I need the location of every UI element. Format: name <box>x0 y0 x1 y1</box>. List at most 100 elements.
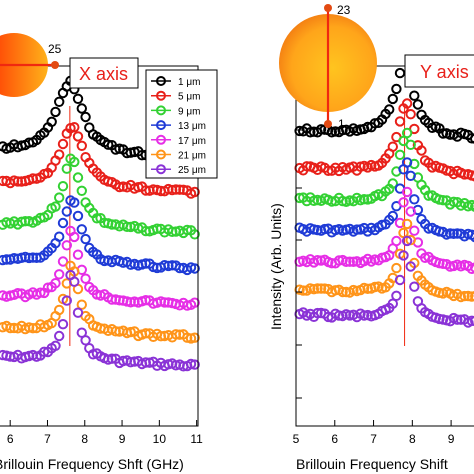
right-data-point <box>459 169 470 180</box>
left-data-point <box>57 138 69 150</box>
right-marker-top-label: 23 <box>337 3 351 17</box>
left-data-point <box>50 340 61 351</box>
right-x-tick-label: 9 <box>448 432 455 446</box>
left-data-point <box>50 201 61 212</box>
legend-entry-label: 13 μm <box>178 121 206 132</box>
right-x-tick-label: 8 <box>409 432 416 446</box>
left-data-point <box>69 156 80 168</box>
right-x-axis-label: Brillouin Frequency Shift <box>296 456 448 472</box>
left-data-point <box>80 111 91 123</box>
right-chart-panel: 5 6 7 8 9 Brillouin Frequency Shift Intensit… <box>268 3 474 472</box>
left-data-point <box>189 186 200 198</box>
legend-swatch-marker <box>156 134 166 145</box>
right-data-point <box>401 186 413 198</box>
right-y-axis-label: Intensity (Arb. Units) <box>268 203 284 330</box>
left-data-point <box>57 181 69 192</box>
right-data-point <box>333 255 345 266</box>
right-x-axis: 5 6 7 8 9 <box>293 420 455 446</box>
left-data-point <box>91 213 103 224</box>
left-plot-area <box>0 75 200 372</box>
right-data-point <box>412 99 424 110</box>
right-plot-area <box>294 67 474 346</box>
left-series-7 <box>0 269 200 372</box>
right-marker-pin-top <box>324 4 332 12</box>
right-series-6 <box>294 218 474 303</box>
left-data-point <box>189 263 200 274</box>
legend-entry-label: 5 μm <box>178 92 200 103</box>
legend-entry-label: 9 μm <box>178 106 200 117</box>
right-series-2 <box>294 98 474 182</box>
right-data-point <box>391 290 402 301</box>
right-data-point <box>391 235 402 247</box>
left-data-point <box>76 140 88 152</box>
left-data-point <box>72 249 84 260</box>
legend-swatch-marker <box>156 76 166 86</box>
right-data-point <box>401 235 413 247</box>
left-x-tick-label: 7 <box>44 432 51 446</box>
left-data-point <box>189 332 200 343</box>
legend-swatch-marker <box>156 120 166 131</box>
right-data-point <box>409 225 420 236</box>
right-y-axis <box>296 129 302 399</box>
right-data-point <box>384 104 395 115</box>
left-chart-panel: 6 7 8 9 10 11 Brillouin Frequency Shft (GHz) … <box>0 33 218 472</box>
right-data-point <box>333 310 345 321</box>
left-data-point <box>54 330 65 342</box>
left-data-point <box>50 106 61 118</box>
right-data-point <box>301 161 312 172</box>
right-data-point <box>459 290 470 302</box>
left-data-point <box>80 273 91 284</box>
right-data-point <box>401 157 413 168</box>
left-axis-annotation-box: X axis <box>69 57 139 89</box>
right-data-point <box>394 274 406 286</box>
left-data-point <box>80 233 91 245</box>
right-data-point <box>394 116 406 127</box>
left-x-tick-label: 8 <box>81 432 88 446</box>
left-data-point <box>69 197 80 208</box>
right-series-1 <box>294 67 474 144</box>
left-series-4 <box>0 195 200 276</box>
right-data-point <box>470 262 474 273</box>
left-data-point <box>54 231 65 242</box>
left-data-point <box>54 192 65 203</box>
right-marker-pin-bottom <box>324 120 332 128</box>
right-data-point <box>452 314 463 325</box>
right-data-point <box>401 218 413 230</box>
right-data-point <box>398 250 409 261</box>
left-data-point <box>182 224 193 236</box>
right-data-point <box>391 83 402 95</box>
right-data-point <box>398 197 409 208</box>
left-data-point <box>54 269 65 280</box>
right-series-3 <box>294 127 474 212</box>
left-data-point <box>103 139 114 150</box>
right-data-point <box>470 201 474 212</box>
left-data-point <box>57 256 69 267</box>
left-data-point <box>69 276 80 287</box>
left-series-2 <box>0 122 200 199</box>
left-marker-pin <box>51 61 59 69</box>
right-data-point <box>416 145 427 156</box>
left-data-point <box>69 231 80 243</box>
right-data-point <box>337 124 348 136</box>
right-data-point <box>470 232 474 243</box>
left-series-3 <box>0 153 200 240</box>
left-x-axis: 6 7 8 9 10 11 <box>7 420 203 446</box>
left-data-point <box>72 172 84 183</box>
left-marker-label: 25 <box>48 42 62 56</box>
left-data-point <box>61 295 73 306</box>
left-x-axis-label: Brillouin Frequency Shft (GHz) <box>0 456 184 472</box>
right-x-tick-label: 5 <box>293 432 300 446</box>
right-data-point <box>394 149 406 161</box>
left-data-point <box>61 206 73 217</box>
legend-swatch-marker <box>156 105 166 116</box>
right-sample-schematic: 23 1 <box>279 3 377 131</box>
right-data-point <box>405 139 416 151</box>
right-data-point <box>344 256 355 267</box>
left-data-point <box>76 103 88 114</box>
left-data-point <box>72 210 84 222</box>
legend-entry-label: 21 μm <box>178 151 206 162</box>
right-plot-frame <box>295 65 474 427</box>
left-x-tick-label: 11 <box>190 432 203 446</box>
legend: 1 μm 5 μm 9 μm 13 μm 17 μm 21 μm 25 μm <box>145 69 218 179</box>
